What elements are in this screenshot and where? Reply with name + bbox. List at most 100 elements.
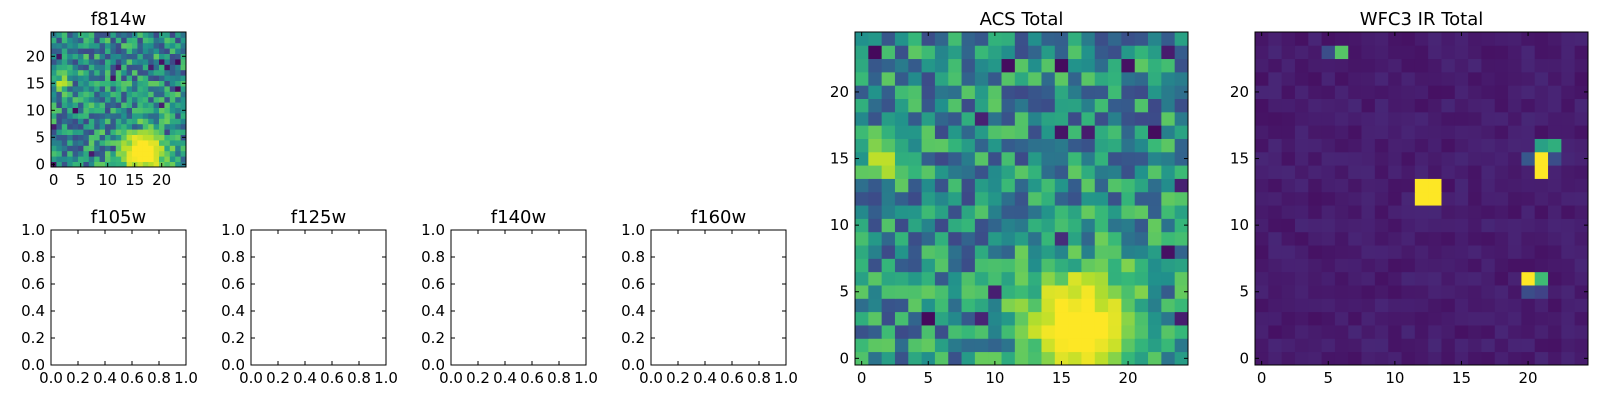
heatmap-cell (1401, 191, 1416, 206)
heatmap-cell (94, 145, 100, 152)
heatmap-cell (94, 107, 100, 114)
heatmap-cell (948, 58, 962, 73)
heatmap-cell (881, 138, 896, 153)
heatmap-cell (137, 129, 144, 135)
heatmap-cell (1548, 311, 1562, 326)
heatmap-cell (881, 111, 896, 126)
heatmap-cell (1348, 151, 1362, 166)
x-tick-label: 15 (1452, 369, 1471, 387)
heatmap-cell (148, 150, 154, 157)
x-tick-label: 1.0 (374, 369, 398, 387)
heatmap-cell (1388, 98, 1402, 113)
heatmap-cell (1441, 271, 1456, 286)
heatmap-cell (83, 42, 90, 49)
heatmap-cell (948, 165, 962, 179)
y-tick-label: 0.4 (421, 302, 445, 320)
heatmap-cell (169, 37, 176, 44)
heatmap-cell (99, 107, 106, 114)
heatmap-cell (1001, 191, 1016, 206)
heatmap-cell (67, 156, 73, 162)
heatmap-cell (78, 123, 84, 130)
heatmap-cell (126, 161, 133, 168)
heatmap-cell (868, 71, 883, 86)
heatmap-cell (1148, 218, 1162, 233)
heatmap-cell (148, 145, 154, 152)
heatmap-cell (1028, 32, 1042, 46)
y-tick-label: 0.8 (621, 248, 645, 266)
heatmap-cell (148, 64, 154, 71)
heatmap-cell (1281, 165, 1296, 179)
heatmap-cell (1041, 245, 1056, 259)
heatmap-cell (1081, 205, 1096, 219)
heatmap-cell (1081, 151, 1096, 166)
heatmap-cell (948, 245, 962, 259)
heatmap-cell (56, 86, 63, 92)
heatmap-cell (180, 59, 187, 65)
heatmap-cell (1414, 151, 1429, 166)
heatmap-cell (56, 113, 63, 119)
heatmap-cell (175, 86, 181, 92)
heatmap-cell (99, 64, 106, 71)
heatmap-cell (1001, 58, 1016, 73)
heatmap-cell (1388, 178, 1402, 193)
heatmap-cell (175, 91, 181, 98)
heatmap-cell (1108, 231, 1122, 246)
heatmap-cell (164, 32, 171, 38)
heatmap-cell (1281, 111, 1296, 126)
heatmap-cell (868, 231, 883, 246)
heatmap-cell (1041, 45, 1056, 60)
heatmap-cell (881, 98, 896, 113)
heatmap-cell (61, 80, 68, 87)
heatmap-cell (153, 37, 160, 44)
heatmap-cell (1068, 325, 1082, 339)
heatmap-cell (115, 96, 122, 103)
heatmap-cell (1521, 285, 1536, 299)
heatmap-cell (1534, 125, 1549, 139)
heatmap-cell (61, 32, 68, 38)
heatmap-cell (1108, 351, 1122, 366)
heatmap-cell (1414, 125, 1429, 139)
heatmap-cell (1574, 125, 1589, 139)
heatmap-cell (1561, 165, 1576, 179)
heatmap-cell (164, 37, 171, 44)
y-tick-label: 5 (1239, 283, 1249, 301)
heatmap-cell (921, 245, 936, 259)
heatmap-cell (1094, 58, 1109, 73)
heatmap-cell (1454, 98, 1469, 113)
heatmap-cell (105, 107, 111, 114)
heatmap-cell (159, 140, 165, 146)
heatmap-cell (1294, 245, 1309, 259)
heatmap-cell (1068, 98, 1082, 113)
heatmap-cell (175, 32, 181, 38)
heatmap-cell (934, 165, 949, 179)
heatmap-cell (142, 69, 149, 76)
heatmap-cell (159, 113, 165, 119)
heatmap-cell (1134, 271, 1149, 286)
heatmap-cell (1334, 58, 1349, 73)
heatmap-cell (169, 107, 176, 114)
heatmap-cell (99, 91, 106, 98)
heatmap-cell (132, 75, 138, 81)
heatmap-cell (1388, 311, 1402, 326)
heatmap-cell (1454, 231, 1469, 246)
heatmap-cell (1028, 271, 1042, 286)
heatmap-cell (1041, 338, 1056, 353)
heatmap-cell (1121, 311, 1136, 326)
heatmap-cell (121, 156, 127, 162)
heatmap-cell (1054, 138, 1069, 153)
heatmap-cell (1428, 298, 1442, 313)
heatmap-cell (1001, 231, 1016, 246)
heatmap-cell (94, 150, 100, 157)
heatmap-cell (1255, 205, 1269, 219)
heatmap-cell (1134, 245, 1149, 259)
heatmap-cell (159, 59, 165, 65)
heatmap-cell (148, 80, 154, 87)
heatmap-cell (1414, 218, 1429, 233)
heatmap-cell (159, 75, 165, 81)
heatmap-cell (61, 150, 68, 157)
heatmap-cell (1548, 58, 1562, 73)
heatmap-cell (921, 151, 936, 166)
heatmap-cell (67, 123, 73, 130)
